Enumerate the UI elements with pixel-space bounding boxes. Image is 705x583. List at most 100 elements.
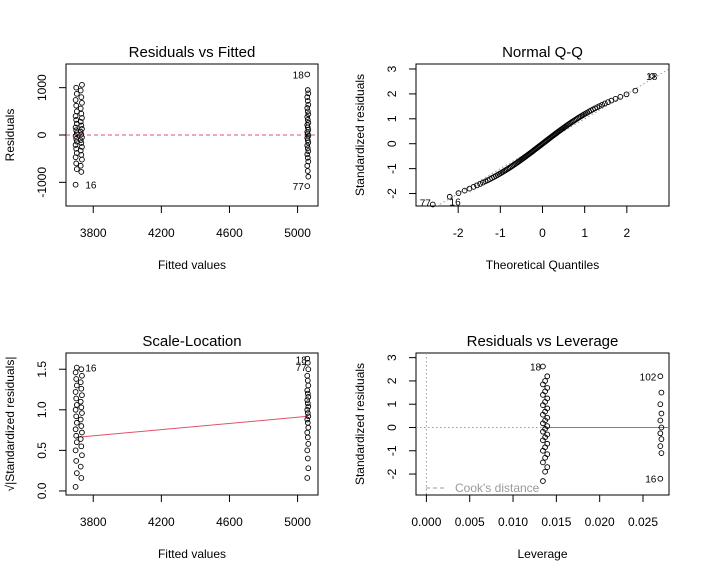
data-point	[305, 441, 312, 447]
y-tick-label: 1.5	[35, 361, 49, 378]
data-point	[544, 451, 551, 458]
data-point	[305, 366, 312, 373]
data-point	[304, 137, 311, 144]
data-point	[72, 426, 79, 433]
data-point	[72, 389, 79, 395]
data-point	[455, 190, 462, 196]
y-tick-label: 1.0	[35, 401, 49, 418]
data-point	[73, 138, 80, 145]
data-point	[304, 98, 311, 104]
data-point	[304, 94, 311, 100]
panel-3: Scale-Location Fitted values √|Standardize…	[3, 333, 319, 561]
data-point	[304, 372, 311, 379]
data-point	[304, 145, 311, 152]
data-point	[305, 413, 312, 420]
data-point	[73, 458, 80, 464]
y-tick-label: 3	[385, 354, 399, 361]
data-point	[77, 87, 84, 94]
x-tick-label: 3800	[80, 515, 107, 529]
x-tick-label: 0.020	[585, 515, 615, 529]
data-point	[79, 452, 85, 459]
y-axis-label: Standardized residuals	[353, 363, 367, 485]
data-point	[599, 101, 605, 108]
data-point	[304, 387, 311, 394]
x-tick-label: 0.015	[541, 515, 571, 529]
data-point	[446, 193, 453, 200]
data-point	[73, 439, 80, 446]
data-point	[623, 91, 630, 98]
data-point	[544, 395, 551, 402]
data-point	[72, 369, 79, 376]
data-point	[73, 130, 80, 136]
legend-label: Cook's distance	[455, 481, 540, 495]
data-point	[305, 119, 312, 126]
data-point	[304, 114, 311, 120]
data-point	[77, 162, 84, 169]
data-point	[305, 393, 312, 400]
plot-frame	[415, 352, 670, 496]
data-point	[72, 97, 79, 103]
x-tick-label: 4600	[216, 226, 243, 240]
y-axis-label: Residuals	[3, 109, 17, 162]
data-point	[657, 373, 664, 380]
data-point	[540, 478, 546, 484]
x-tick-label: 5000	[284, 515, 311, 529]
data-point	[305, 90, 312, 97]
data-point	[73, 364, 80, 371]
data-point	[73, 395, 80, 402]
data-point	[305, 403, 312, 410]
x-axis-label: Theoretical Quantiles	[486, 258, 599, 272]
data-point	[657, 443, 664, 449]
data-point	[79, 143, 85, 150]
point-label: 102	[640, 372, 657, 383]
point-label: 16	[85, 364, 97, 375]
reference-lines	[416, 353, 669, 495]
data-point	[305, 382, 312, 389]
x-tick-label: 4600	[216, 515, 243, 529]
data-point	[77, 379, 84, 386]
data-point	[305, 465, 312, 472]
data-point	[304, 142, 311, 149]
data-point	[632, 87, 639, 94]
data-point	[544, 440, 551, 447]
data-point	[304, 447, 311, 454]
data-point	[77, 436, 84, 442]
data-point	[544, 431, 551, 438]
data-point	[658, 436, 665, 442]
data-point	[304, 410, 311, 416]
data-point	[304, 108, 311, 115]
data-point	[78, 475, 85, 481]
data-point	[79, 156, 85, 163]
plot-frame	[65, 352, 319, 496]
data-point	[304, 168, 311, 174]
data-point	[544, 373, 551, 380]
data-point	[544, 385, 551, 391]
data-point	[305, 424, 312, 431]
data-point	[304, 419, 311, 426]
data-point	[78, 110, 85, 117]
data-point	[304, 377, 311, 384]
y-tick-label: 1000	[35, 74, 49, 101]
data-point	[78, 423, 85, 429]
data-points	[429, 73, 656, 208]
x-tick-label: 1	[581, 226, 588, 240]
data-point	[73, 90, 80, 97]
panel-2: Normal Q-Q Theoretical Quantiles Standardi…	[353, 44, 670, 272]
y-tick-label: -1	[385, 445, 399, 456]
data-point	[304, 359, 311, 366]
data-point	[78, 404, 85, 411]
x-axis-label: Fitted values	[158, 547, 226, 561]
data-point	[304, 400, 311, 407]
data-point	[73, 419, 80, 426]
data-point	[544, 414, 551, 421]
data-point	[73, 402, 80, 408]
x-tick-label: 4200	[148, 515, 175, 529]
data-point	[429, 201, 436, 208]
data-point	[304, 71, 311, 78]
data-point	[77, 416, 84, 423]
data-point	[305, 148, 312, 154]
data-point	[540, 363, 546, 370]
data-point	[304, 390, 311, 397]
data-point	[73, 413, 80, 420]
